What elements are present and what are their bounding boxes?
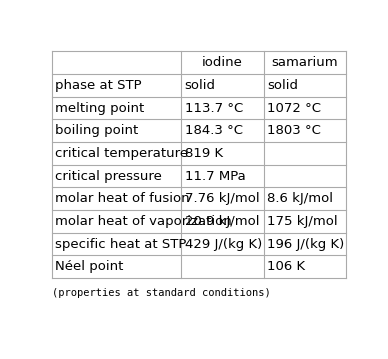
Text: phase at STP: phase at STP [55, 79, 142, 92]
Text: molar heat of vaporization: molar heat of vaporization [55, 215, 232, 228]
Text: melting point: melting point [55, 102, 144, 115]
Text: 1072 °C: 1072 °C [267, 102, 321, 115]
Text: boiling point: boiling point [55, 124, 139, 137]
Text: 20.9 kJ/mol: 20.9 kJ/mol [185, 215, 259, 228]
Text: 8.6 kJ/mol: 8.6 kJ/mol [267, 192, 333, 205]
Text: 429 J/(kg K): 429 J/(kg K) [185, 238, 262, 251]
Text: molar heat of fusion: molar heat of fusion [55, 192, 190, 205]
Text: 184.3 °C: 184.3 °C [185, 124, 243, 137]
Text: 1803 °C: 1803 °C [267, 124, 321, 137]
Text: iodine: iodine [202, 56, 243, 69]
Text: critical temperature: critical temperature [55, 147, 188, 160]
Text: critical pressure: critical pressure [55, 169, 162, 182]
Text: 106 K: 106 K [267, 260, 305, 273]
Text: solid: solid [267, 79, 298, 92]
Text: (properties at standard conditions): (properties at standard conditions) [52, 288, 270, 298]
Text: specific heat at STP: specific heat at STP [55, 238, 187, 251]
Text: 11.7 MPa: 11.7 MPa [185, 169, 246, 182]
Text: samarium: samarium [272, 56, 338, 69]
Text: Néel point: Néel point [55, 260, 123, 273]
Text: 819 K: 819 K [185, 147, 223, 160]
Text: solid: solid [185, 79, 216, 92]
Text: 196 J/(kg K): 196 J/(kg K) [267, 238, 345, 251]
Text: 113.7 °C: 113.7 °C [185, 102, 243, 115]
Text: 175 kJ/mol: 175 kJ/mol [267, 215, 338, 228]
Text: 7.76 kJ/mol: 7.76 kJ/mol [185, 192, 260, 205]
